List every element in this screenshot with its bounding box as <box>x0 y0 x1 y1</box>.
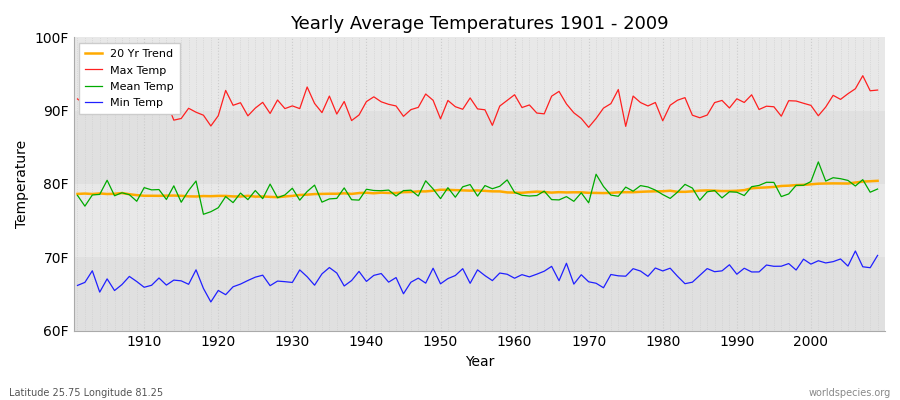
20 Yr Trend <box>72 192 83 196</box>
Max Temp <box>872 88 883 92</box>
X-axis label: Year: Year <box>464 355 494 369</box>
Mean Temp <box>872 187 883 192</box>
20 Yr Trend <box>131 193 142 198</box>
Min Temp <box>872 253 883 258</box>
Line: Max Temp: Max Temp <box>77 76 878 127</box>
20 Yr Trend <box>302 192 312 197</box>
Max Temp <box>294 106 305 111</box>
Mean Temp <box>72 193 83 198</box>
Bar <box>74 184 885 257</box>
Max Temp <box>606 101 616 106</box>
20 Yr Trend <box>517 190 527 195</box>
Mean Temp <box>517 193 527 198</box>
Legend: 20 Yr Trend, Max Temp, Mean Temp, Min Temp: 20 Yr Trend, Max Temp, Mean Temp, Min Te… <box>79 43 180 114</box>
Bar <box>74 37 885 111</box>
20 Yr Trend <box>872 178 883 183</box>
Max Temp <box>131 105 142 110</box>
Max Temp <box>509 92 520 97</box>
Mean Temp <box>302 189 312 194</box>
20 Yr Trend <box>346 192 357 196</box>
Line: 20 Yr Trend: 20 Yr Trend <box>77 181 878 197</box>
Text: Latitude 25.75 Longitude 81.25: Latitude 25.75 Longitude 81.25 <box>9 388 163 398</box>
20 Yr Trend <box>509 190 520 195</box>
Min Temp <box>302 274 312 279</box>
Min Temp <box>205 300 216 304</box>
Title: Yearly Average Temperatures 1901 - 2009: Yearly Average Temperatures 1901 - 2009 <box>290 15 669 33</box>
20 Yr Trend <box>606 190 616 195</box>
Mean Temp <box>131 199 142 204</box>
Max Temp <box>502 98 513 103</box>
Min Temp <box>606 272 616 277</box>
Line: Mean Temp: Mean Temp <box>77 162 878 214</box>
Y-axis label: Temperature: Temperature <box>15 140 29 228</box>
Min Temp <box>131 279 142 284</box>
Mean Temp <box>346 197 357 202</box>
Max Temp <box>858 73 868 78</box>
Line: Min Temp: Min Temp <box>77 251 878 302</box>
Max Temp <box>338 99 349 104</box>
Min Temp <box>850 249 860 254</box>
Bar <box>74 257 885 330</box>
Text: worldspecies.org: worldspecies.org <box>809 388 891 398</box>
Max Temp <box>72 96 83 101</box>
Mean Temp <box>509 190 520 195</box>
Min Temp <box>509 276 520 281</box>
Min Temp <box>517 272 527 277</box>
Bar <box>74 111 885 184</box>
Mean Temp <box>813 160 824 164</box>
Min Temp <box>72 283 83 288</box>
Min Temp <box>346 278 357 283</box>
20 Yr Trend <box>272 195 283 200</box>
Mean Temp <box>606 193 616 198</box>
Mean Temp <box>198 212 209 217</box>
Max Temp <box>583 125 594 130</box>
